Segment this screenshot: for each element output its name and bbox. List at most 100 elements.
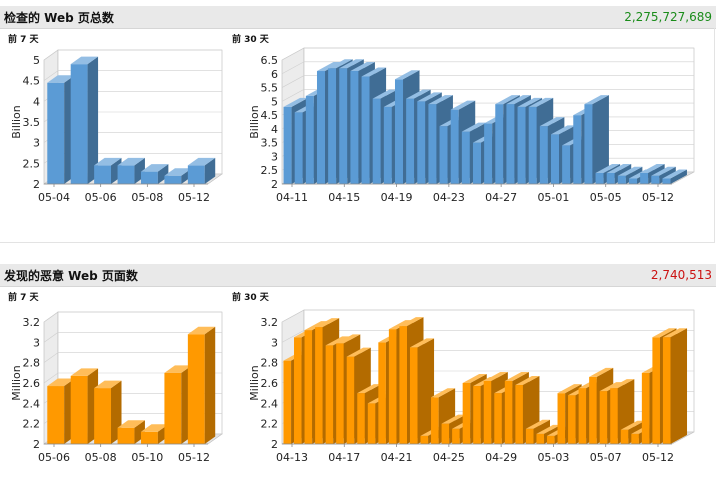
bar-front	[494, 393, 502, 444]
chart-label-7-days: 前 7 天	[8, 35, 39, 45]
bar-front	[662, 178, 671, 184]
bar-front	[325, 345, 334, 444]
bar-top	[409, 338, 435, 348]
bar	[94, 380, 122, 444]
bar-top	[515, 376, 540, 386]
bar-top	[495, 95, 520, 105]
bar-front	[328, 68, 337, 184]
bar-top	[140, 424, 169, 432]
x-tick-label: 05-01	[537, 191, 569, 204]
y-tick-label: 3	[271, 150, 278, 163]
bar-top	[506, 95, 531, 105]
bar-front	[484, 123, 493, 184]
bar-top	[164, 168, 192, 176]
gridline	[281, 309, 694, 323]
bar-top	[315, 318, 340, 328]
bar-top	[620, 420, 645, 430]
bar-top	[339, 59, 364, 69]
y-tick-label: 2.6	[261, 377, 279, 390]
x-tick-label: 05-10	[131, 451, 163, 464]
bar-front	[372, 98, 381, 184]
bar-front	[346, 356, 355, 444]
y-tick-label: 2.8	[23, 357, 41, 370]
gridline	[43, 352, 222, 363]
bar-top	[372, 89, 398, 99]
bar-top	[336, 334, 361, 344]
bar-top	[94, 380, 122, 389]
gridline	[281, 75, 694, 88]
x-tick-label: 05-12	[642, 451, 674, 464]
bar-front	[546, 435, 555, 444]
bar-side	[204, 326, 216, 444]
bar-front	[117, 165, 135, 184]
y-tick-label: 2.8	[261, 357, 279, 370]
y-tick-label: 3	[33, 137, 40, 150]
y-tick-label: 2	[271, 178, 278, 191]
bar-top	[328, 59, 353, 69]
bar-top	[610, 379, 635, 389]
y-tick-label: 5	[271, 95, 278, 108]
bar-front	[305, 95, 314, 184]
bar-front	[450, 109, 459, 184]
y-tick-label: 2	[271, 438, 278, 451]
y-tick-label: 2.5	[261, 164, 279, 177]
bar-front	[584, 104, 593, 184]
bar-front	[589, 376, 597, 444]
bar-front	[304, 330, 313, 444]
x-tick-label: 05-08	[85, 451, 117, 464]
y-axis-label: Million	[10, 365, 23, 400]
bar-front	[117, 427, 135, 444]
bar-front	[399, 326, 408, 444]
bar-front	[441, 423, 450, 444]
bar	[662, 169, 687, 184]
bar-top	[283, 97, 309, 107]
bar-top	[361, 67, 387, 77]
bar-front	[651, 175, 660, 184]
bar-front	[483, 380, 492, 444]
y-tick-label: 5	[33, 54, 40, 67]
bar	[164, 365, 192, 444]
bar-top	[550, 125, 576, 135]
panel-header: 检查的 Web 页总数 2,275,727,689	[0, 6, 716, 29]
bar-top	[662, 328, 688, 338]
bar-front	[350, 71, 359, 184]
bar-front	[662, 337, 671, 444]
bar-top	[187, 157, 216, 166]
panel-title: 发现的恶意 Web 页面数	[4, 269, 138, 283]
bar-top	[140, 164, 169, 172]
bar-top	[357, 384, 382, 394]
bar	[70, 368, 99, 444]
bar-front	[70, 64, 88, 184]
bar-front	[378, 342, 386, 444]
bar-front	[473, 386, 481, 444]
x-tick-label: 05-04	[38, 191, 70, 204]
bar-front	[47, 82, 65, 184]
y-tick-label: 3	[33, 336, 40, 349]
y-axis-label: Billion	[248, 105, 261, 139]
y-tick-label: 3.2	[261, 316, 279, 329]
bar-front	[641, 372, 650, 444]
y-tick-label: 2.5	[23, 157, 41, 170]
y-tick-label: 5.5	[261, 82, 279, 95]
x-tick-label: 05-06	[85, 191, 117, 204]
x-tick-label: 05-12	[178, 191, 210, 204]
bar-chart-malicious-30-days: 2 2.2 2.4 2.6 2.8 3 3.2 Million 04-13 04-17 04-21 0…	[248, 309, 695, 464]
bar-top	[584, 95, 609, 105]
bar-top	[461, 122, 487, 132]
bar	[584, 95, 609, 184]
panel-header: 发现的恶意 Web 页面数 2,740,513	[0, 264, 716, 287]
bar-top	[539, 117, 565, 127]
panel-malicious-pages: 发现的恶意 Web 页面数 2,740,513 前 7 天 前 30 天 2 2.…	[0, 264, 716, 476]
x-tick-label: 04-23	[433, 191, 465, 204]
bar-top	[399, 317, 424, 327]
x-tick-label: 05-06	[38, 451, 70, 464]
x-tick-label: 05-07	[590, 451, 622, 464]
bar-front	[528, 106, 537, 184]
bar-chart-malicious-7-days: 2 2.2 2.4 2.6 2.8 3 3.2 Million 05-06 05-08 05-10 0…	[10, 311, 223, 464]
bar-top	[483, 371, 508, 381]
bar-side	[157, 164, 169, 184]
gridline	[281, 47, 694, 61]
bar-top	[428, 95, 453, 105]
bar-front	[536, 433, 545, 444]
bar-front	[70, 375, 88, 444]
